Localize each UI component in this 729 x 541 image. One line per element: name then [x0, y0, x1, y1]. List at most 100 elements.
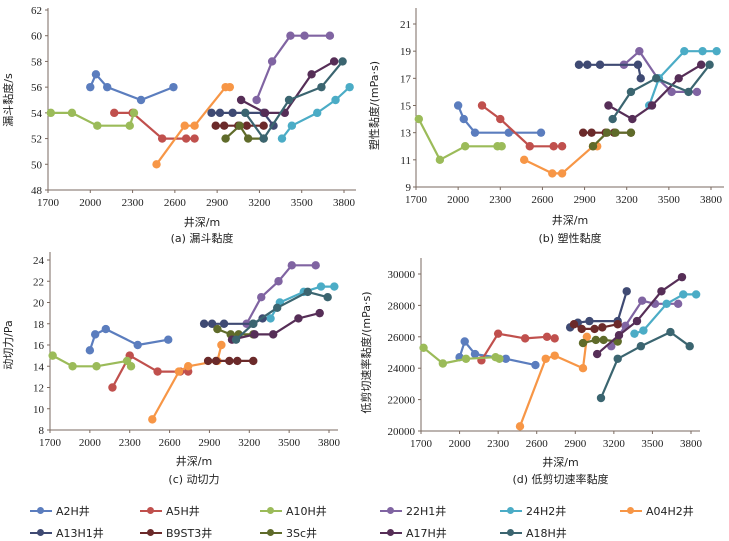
y-axis-label: 塑性黏度/(mPa·s)	[367, 61, 381, 150]
data-point	[574, 60, 584, 69]
data-point	[692, 87, 702, 97]
data-point	[164, 335, 173, 344]
data-point	[287, 121, 297, 130]
data-point	[470, 128, 480, 137]
data-point	[303, 287, 312, 297]
x-tick-label: 3200	[616, 194, 639, 206]
data-point	[685, 342, 694, 351]
data-point	[613, 320, 622, 329]
data-point	[110, 108, 119, 118]
data-point	[233, 356, 242, 366]
x-tick-label: 2900	[198, 437, 221, 449]
legend-marker-icon	[30, 506, 52, 516]
data-point	[633, 60, 643, 69]
y-tick-label: 58	[31, 56, 43, 68]
data-point	[307, 70, 316, 79]
y-tick-label: 8	[39, 425, 45, 437]
data-point	[569, 320, 579, 329]
data-point	[243, 134, 253, 143]
data-point	[578, 128, 588, 137]
data-point	[460, 337, 469, 346]
data-point	[636, 342, 646, 351]
data-point	[582, 332, 592, 341]
series-line	[52, 354, 132, 368]
legend-label: A5H井	[166, 505, 200, 518]
data-point	[674, 74, 683, 83]
data-point	[211, 121, 220, 130]
data-point	[217, 340, 226, 350]
data-point	[705, 60, 714, 69]
data-point	[684, 87, 693, 97]
legend-label: B9ST3井	[166, 527, 213, 540]
data-point	[287, 261, 296, 270]
chart-panel-plastic-viscosity: 9 11 13 15 17 19 21 1700 2000 2300 2600 2900 3200 350…	[367, 8, 724, 245]
x-tick-label: 2600	[164, 197, 187, 209]
series-A04H2	[515, 332, 592, 431]
data-point	[495, 354, 504, 363]
data-point	[190, 121, 199, 130]
legend-marker-icon	[140, 506, 162, 516]
data-point	[136, 95, 146, 105]
data-point	[577, 324, 586, 334]
series-A17H	[592, 272, 687, 359]
data-point	[213, 324, 222, 334]
x-tick-label: 1700	[410, 438, 433, 450]
y-tick-label: 60	[31, 31, 43, 43]
data-point	[316, 282, 326, 291]
data-point	[599, 335, 608, 345]
x-tick-label: 3500	[278, 437, 301, 449]
data-point	[626, 87, 636, 97]
series-A10H	[48, 351, 136, 371]
data-point	[126, 362, 136, 371]
y-tick-label: 20000	[388, 426, 416, 438]
y-tick-label: 48	[31, 185, 43, 197]
y-tick-label: 24	[33, 255, 45, 267]
legend-label: A2H井	[56, 505, 90, 518]
data-point	[626, 128, 636, 137]
data-point	[520, 334, 530, 343]
data-point	[698, 46, 707, 56]
data-point	[315, 308, 324, 318]
series-3Sc	[588, 128, 636, 151]
data-point	[691, 290, 701, 299]
data-point	[46, 108, 56, 118]
data-point	[536, 128, 546, 137]
data-point	[519, 155, 529, 165]
series-A10H	[46, 108, 139, 130]
data-point	[203, 356, 213, 366]
chart-caption: (c) 动切力	[168, 473, 219, 486]
x-axis-label: 井深/m	[176, 454, 212, 468]
y-tick-label: 22000	[388, 395, 416, 407]
series-line	[592, 131, 631, 148]
x-tick-label: 2600	[531, 194, 554, 206]
data-point	[259, 134, 268, 143]
legend-label: 22H1井	[406, 505, 447, 518]
data-point	[190, 134, 199, 143]
data-point	[93, 121, 102, 130]
data-point	[277, 134, 287, 143]
series-line	[518, 336, 588, 427]
x-axis-label: 井深/m	[552, 213, 588, 227]
data-point	[477, 101, 487, 110]
y-axis-label: 漏斗黏度/s	[1, 73, 15, 127]
x-tick-label: 3500	[658, 194, 681, 206]
data-point	[496, 114, 505, 124]
series-A18H	[231, 287, 332, 344]
data-point	[267, 57, 277, 66]
data-point	[207, 108, 216, 118]
series-line	[151, 344, 223, 420]
data-point	[679, 290, 688, 299]
series-A04H2	[152, 82, 235, 169]
data-point	[92, 362, 101, 371]
data-point	[557, 169, 567, 178]
series-line	[224, 124, 264, 140]
data-point	[219, 121, 229, 130]
data-point	[712, 46, 721, 56]
legend-marker-icon	[500, 528, 522, 538]
series-A5H	[477, 101, 567, 151]
x-tick-label: 2900	[574, 194, 597, 206]
legend-item: A13H1井	[30, 525, 104, 541]
data-point	[219, 319, 229, 328]
data-point	[587, 128, 596, 137]
series-A2H	[453, 101, 546, 137]
